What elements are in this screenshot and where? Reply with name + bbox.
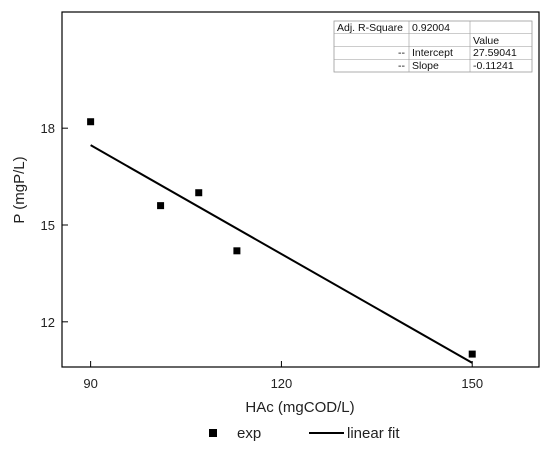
legend-label-exp: exp bbox=[237, 425, 261, 442]
linear-fit-line bbox=[90, 144, 473, 364]
legend-label-linear-fit: linear fit bbox=[347, 425, 400, 442]
x-tick-label: 120 bbox=[271, 376, 293, 391]
x-axis-title: HAc (mgCOD/L) bbox=[245, 399, 354, 416]
slope-label: Slope bbox=[412, 60, 439, 72]
intercept-dash: -- bbox=[398, 47, 405, 59]
stats-table: Adj. R-Square 0.92004 Value -- Intercept… bbox=[333, 20, 533, 73]
x-tick-label: 90 bbox=[83, 376, 97, 391]
adj-r-square-label: Adj. R-Square bbox=[337, 22, 403, 34]
value-header: Value bbox=[473, 35, 499, 47]
y-tick-label: 15 bbox=[41, 218, 55, 233]
legend-marker-exp bbox=[209, 429, 217, 437]
plot-frame bbox=[61, 11, 540, 368]
intercept-value: 27.59041 bbox=[473, 47, 517, 59]
y-axis: 12 15 18 bbox=[41, 121, 68, 330]
data-point bbox=[87, 118, 95, 126]
slope-dash: -- bbox=[398, 60, 405, 72]
x-tick-label: 150 bbox=[461, 376, 483, 391]
x-axis: 90 120 150 bbox=[83, 361, 483, 391]
y-tick-label: 18 bbox=[41, 121, 55, 136]
data-point bbox=[468, 350, 476, 358]
data-point bbox=[233, 247, 241, 255]
data-point bbox=[195, 189, 203, 197]
intercept-label: Intercept bbox=[412, 47, 453, 59]
legend: exp linear fit bbox=[209, 425, 400, 442]
adj-r-square-value: 0.92004 bbox=[412, 22, 450, 34]
data-points bbox=[87, 118, 476, 358]
y-axis-title: P (mgP/L) bbox=[11, 156, 28, 223]
y-tick-label: 12 bbox=[41, 315, 55, 330]
slope-value: -0.11241 bbox=[473, 60, 514, 72]
data-point bbox=[157, 202, 165, 210]
